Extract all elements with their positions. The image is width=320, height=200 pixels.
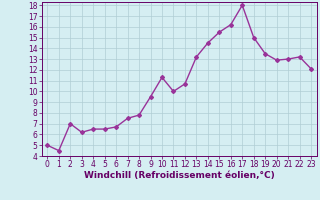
X-axis label: Windchill (Refroidissement éolien,°C): Windchill (Refroidissement éolien,°C) bbox=[84, 171, 275, 180]
